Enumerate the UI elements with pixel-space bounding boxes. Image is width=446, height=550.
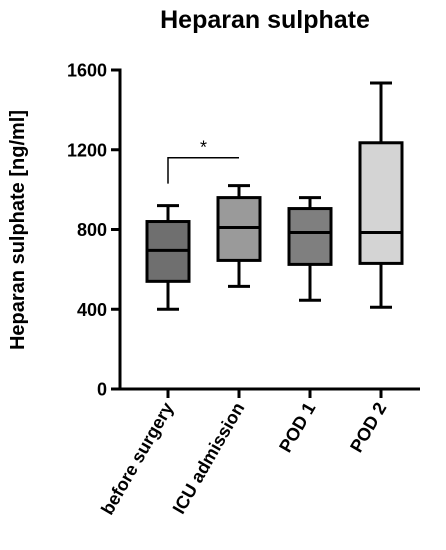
y-tick-label: 400 xyxy=(77,300,107,320)
y-tick-label: 1600 xyxy=(67,61,107,81)
significance-star: * xyxy=(200,138,207,158)
category-label: POD 1 xyxy=(275,399,319,456)
y-ticks-layer: 0 400 800 1200 1600 xyxy=(67,61,383,400)
significance-bracket: * xyxy=(167,138,239,184)
boxes-layer xyxy=(145,81,404,311)
box-pod-2 xyxy=(358,81,404,309)
box-icu-admission xyxy=(216,184,262,288)
y-tick-label: 1200 xyxy=(67,140,107,160)
bracket-line xyxy=(167,156,239,184)
category-label: before surgery xyxy=(97,399,177,518)
y-tick-label: 0 xyxy=(97,380,107,400)
box-before-surgery xyxy=(145,204,191,311)
annotations-layer: * xyxy=(167,138,239,184)
chart-title: Heparan sulphate xyxy=(160,6,370,34)
box-iqr xyxy=(287,207,333,266)
box-pod-1 xyxy=(287,196,333,302)
y-axis-label: Heparan sulphate [ng/ml] xyxy=(7,110,29,350)
y-tick-label: 800 xyxy=(77,220,107,240)
category-label: ICU admission xyxy=(169,399,249,517)
category-label: POD 2 xyxy=(346,399,390,456)
box-iqr xyxy=(358,141,404,265)
